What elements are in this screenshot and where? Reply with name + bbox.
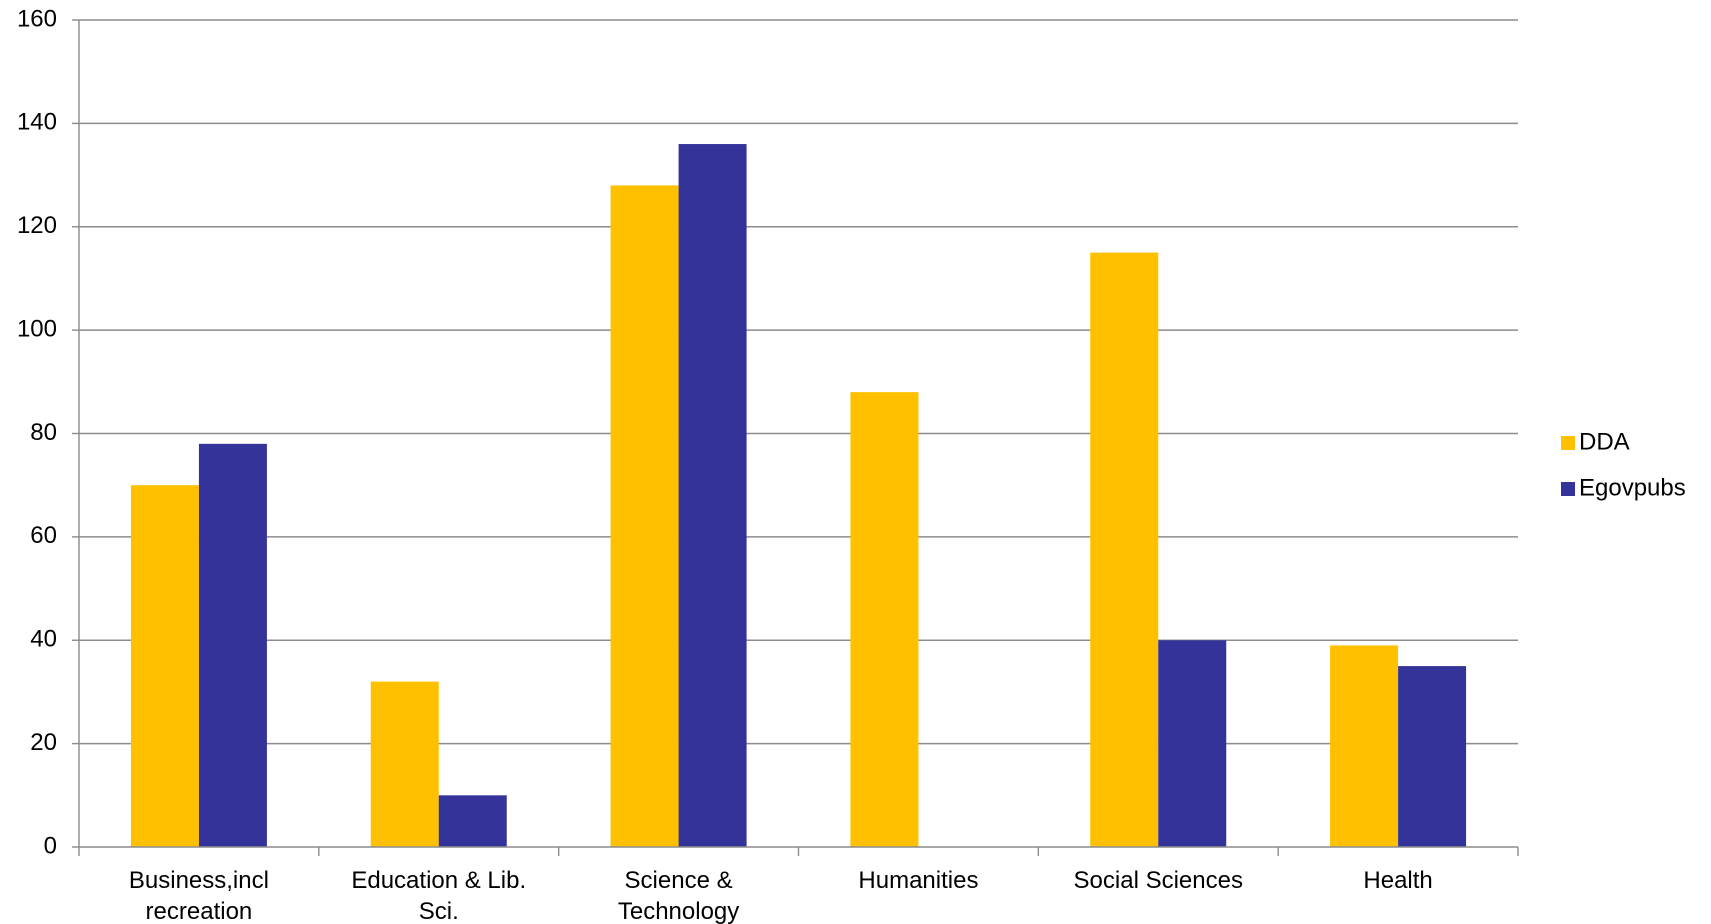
bar-egovpubs bbox=[1158, 640, 1227, 847]
bar-dda bbox=[130, 485, 199, 847]
bars bbox=[130, 144, 1467, 848]
legend-label: DDA bbox=[1579, 428, 1630, 455]
bar-dda bbox=[370, 681, 439, 847]
gridlines bbox=[79, 19, 1518, 745]
bar-egovpubs bbox=[438, 795, 507, 847]
y-tick-label: 120 bbox=[17, 212, 57, 239]
bar-egovpubs bbox=[198, 443, 267, 847]
legend-label: Egovpubs bbox=[1579, 474, 1686, 501]
y-tick-label: 80 bbox=[30, 419, 57, 446]
bar-dda bbox=[850, 392, 919, 847]
y-tick-label: 20 bbox=[30, 729, 57, 756]
bar-dda bbox=[610, 185, 679, 847]
bar-egovpubs bbox=[1398, 666, 1467, 847]
x-tick-label: Humanities bbox=[858, 867, 978, 894]
x-tick-label: Business,incl recreation bbox=[129, 867, 269, 924]
x-axis-tick-labels: Business,incl recreation Education & Lib. S… bbox=[129, 867, 1433, 924]
y-tick-label: 100 bbox=[17, 315, 57, 342]
x-tick-label: Education & Lib. Sci. bbox=[351, 867, 526, 924]
x-tick-label: Science & Technology bbox=[618, 867, 739, 924]
legend-swatch-egovpubs bbox=[1561, 482, 1575, 496]
y-tick-label: 160 bbox=[17, 5, 57, 32]
y-tick-label: 140 bbox=[17, 109, 57, 136]
y-tick-label: 60 bbox=[30, 522, 57, 549]
bar-egovpubs bbox=[678, 144, 747, 848]
legend: DDA Egovpubs bbox=[1561, 428, 1686, 501]
y-tick-label: 40 bbox=[30, 626, 57, 653]
legend-swatch-dda bbox=[1561, 436, 1575, 450]
y-axis-tick-labels: 0 20 40 60 80 100 120 140 160 bbox=[17, 5, 57, 859]
x-tick-label: Health bbox=[1363, 867, 1432, 894]
bar-dda bbox=[1090, 252, 1159, 847]
y-tick-label: 0 bbox=[44, 832, 57, 859]
bar-dda bbox=[1330, 645, 1399, 847]
x-tick-label: Social Sciences bbox=[1074, 867, 1243, 894]
axes bbox=[72, 19, 1519, 856]
